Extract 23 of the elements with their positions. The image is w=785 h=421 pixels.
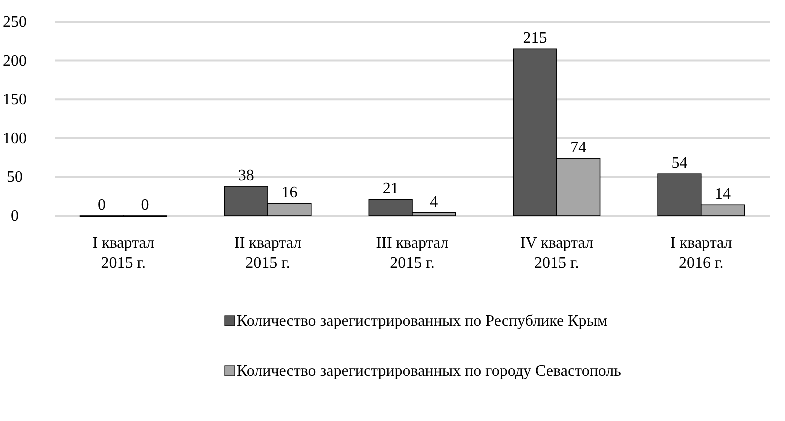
data-label: 215 xyxy=(523,30,548,48)
data-label: 16 xyxy=(282,184,298,202)
data-label: 54 xyxy=(672,155,688,172)
y-tick-label: 150 xyxy=(3,92,27,109)
x-tick-label: I квартал 2016 г. xyxy=(670,235,732,272)
legend-label: Количество зарегистрированных по городу Севастополь xyxy=(237,363,622,380)
y-tick-label: 250 xyxy=(3,14,27,31)
data-label: 4 xyxy=(430,194,438,211)
legend-label: Количество зарегистрированных по Республике Крым xyxy=(237,313,608,330)
data-label: 21 xyxy=(382,180,399,198)
data-label: 74 xyxy=(570,140,587,157)
data-label: 14 xyxy=(715,186,732,204)
x-tick-label: I квартал 2015 г. xyxy=(92,235,154,272)
y-tick-label: 100 xyxy=(3,130,27,148)
x-tick-label: II квартал 2015 г. xyxy=(234,235,302,272)
data-label: 0 xyxy=(98,197,106,214)
y-tick-label: 50 xyxy=(7,169,23,186)
x-tick-label: IV квартал 2015 г. xyxy=(520,235,594,272)
x-tick-label: III квартал 2015 г. xyxy=(376,235,449,272)
data-label: 38 xyxy=(238,168,254,185)
data-label: 0 xyxy=(141,197,150,214)
y-tick-label: 0 xyxy=(11,208,19,225)
y-tick-label: 200 xyxy=(3,52,27,70)
